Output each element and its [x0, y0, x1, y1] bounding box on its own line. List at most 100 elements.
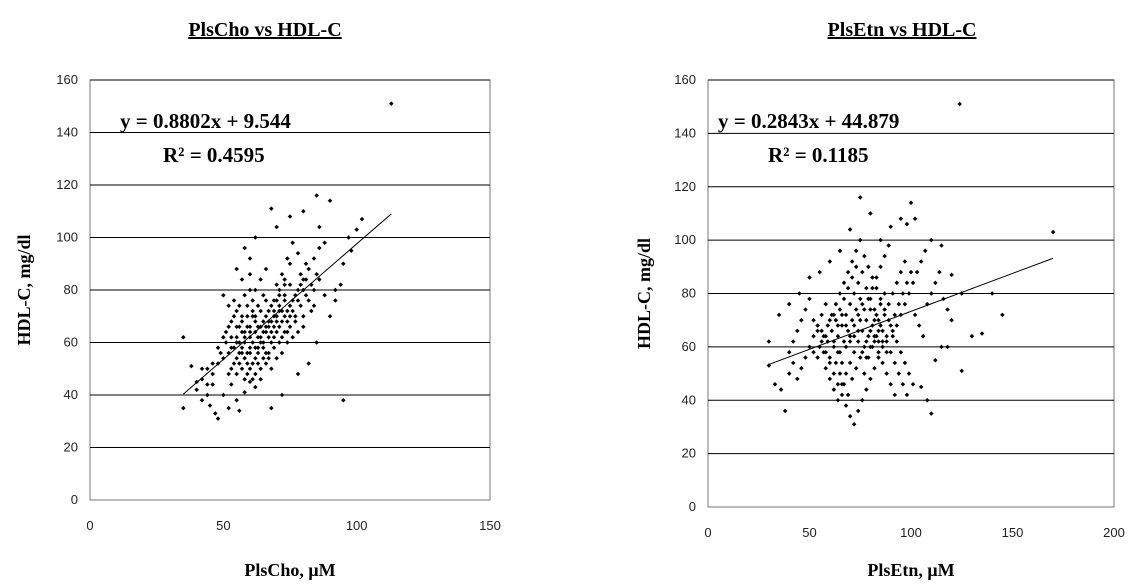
- data-point: [778, 387, 784, 392]
- data-point: [835, 381, 841, 387]
- data-point: [263, 298, 269, 303]
- y-tick-label: 100: [56, 230, 78, 245]
- data-point: [274, 319, 279, 324]
- data-point: [849, 317, 855, 323]
- data-point: [269, 329, 274, 335]
- data-point: [266, 324, 271, 330]
- data-point: [898, 349, 904, 355]
- trend-line: [768, 257, 1054, 365]
- y-tick-label: 140: [674, 125, 696, 140]
- data-point: [851, 323, 857, 328]
- data-point: [282, 282, 287, 288]
- data-point: [884, 371, 889, 376]
- data-point: [261, 329, 266, 335]
- data-point: [797, 291, 802, 296]
- data-point: [890, 328, 895, 334]
- x-tick-label: 0: [704, 525, 711, 540]
- data-point: [916, 323, 922, 328]
- data-point: [271, 298, 277, 303]
- data-point: [234, 324, 239, 330]
- x-tick-label: 50: [802, 525, 816, 540]
- data-point: [853, 365, 859, 371]
- data-point: [258, 277, 263, 282]
- data-point: [210, 361, 215, 366]
- data-point: [290, 298, 295, 303]
- data-point: [845, 328, 851, 334]
- data-point: [839, 392, 845, 398]
- data-point: [301, 324, 306, 330]
- data-point: [311, 303, 317, 309]
- data-point: [845, 269, 851, 275]
- y-tick-label: 20: [682, 446, 696, 461]
- data-point: [929, 411, 934, 416]
- data-point: [277, 292, 282, 298]
- data-point: [271, 334, 277, 340]
- data-point: [851, 333, 857, 339]
- data-point: [874, 275, 879, 280]
- data-point: [258, 340, 263, 345]
- data-point: [833, 360, 839, 366]
- data-point: [242, 334, 247, 340]
- data-point: [827, 259, 833, 264]
- data-point: [199, 376, 205, 382]
- data-point: [255, 303, 261, 309]
- data-point: [835, 323, 841, 328]
- data-point: [857, 317, 863, 323]
- data-point: [839, 312, 845, 318]
- data-point: [322, 292, 327, 298]
- data-point: [247, 256, 253, 261]
- data-point: [843, 403, 849, 408]
- x-tick-label: 100: [900, 525, 922, 540]
- data-point: [880, 339, 885, 344]
- data-point: [876, 328, 881, 334]
- data-point: [892, 360, 898, 366]
- data-point: [274, 355, 279, 361]
- data-point: [266, 350, 271, 356]
- data-point: [282, 277, 287, 282]
- regression-equation: y = 0.2843x + 44.879: [718, 109, 899, 133]
- data-point: [949, 272, 954, 278]
- data-point: [892, 392, 898, 398]
- data-point: [902, 360, 908, 366]
- data-point: [309, 308, 314, 314]
- data-point: [263, 361, 269, 366]
- data-point: [924, 397, 930, 403]
- data-point: [870, 275, 875, 280]
- data-point: [250, 361, 255, 366]
- data-point: [247, 271, 253, 277]
- data-point: [333, 298, 338, 303]
- data-point: [910, 280, 916, 286]
- y-tick-label: 0: [689, 499, 696, 514]
- data-point: [250, 376, 255, 382]
- data-point: [269, 340, 274, 345]
- data-point: [314, 271, 319, 277]
- data-point: [239, 319, 245, 324]
- data-point: [234, 371, 239, 377]
- data-point: [819, 312, 824, 318]
- trend-line: [183, 213, 392, 395]
- data-point: [831, 344, 837, 350]
- data-point: [945, 307, 950, 312]
- data-point: [870, 285, 875, 291]
- data-point: [904, 280, 910, 286]
- data-point: [269, 303, 274, 309]
- data-point: [287, 282, 293, 288]
- data-point: [835, 397, 841, 403]
- data-point: [868, 328, 873, 334]
- data-point: [851, 422, 857, 427]
- data-point: [884, 349, 889, 355]
- data-point: [872, 317, 877, 323]
- data-point: [949, 317, 954, 323]
- data-point: [853, 264, 859, 270]
- data-point: [261, 292, 266, 298]
- data-point: [894, 280, 900, 286]
- data-point: [239, 345, 245, 351]
- data-point: [825, 323, 831, 328]
- data-point: [290, 308, 295, 314]
- data-point: [277, 324, 282, 330]
- data-point: [817, 269, 822, 275]
- data-point: [837, 307, 843, 312]
- data-point: [929, 291, 934, 296]
- data-point: [835, 349, 841, 355]
- data-point: [1050, 229, 1056, 235]
